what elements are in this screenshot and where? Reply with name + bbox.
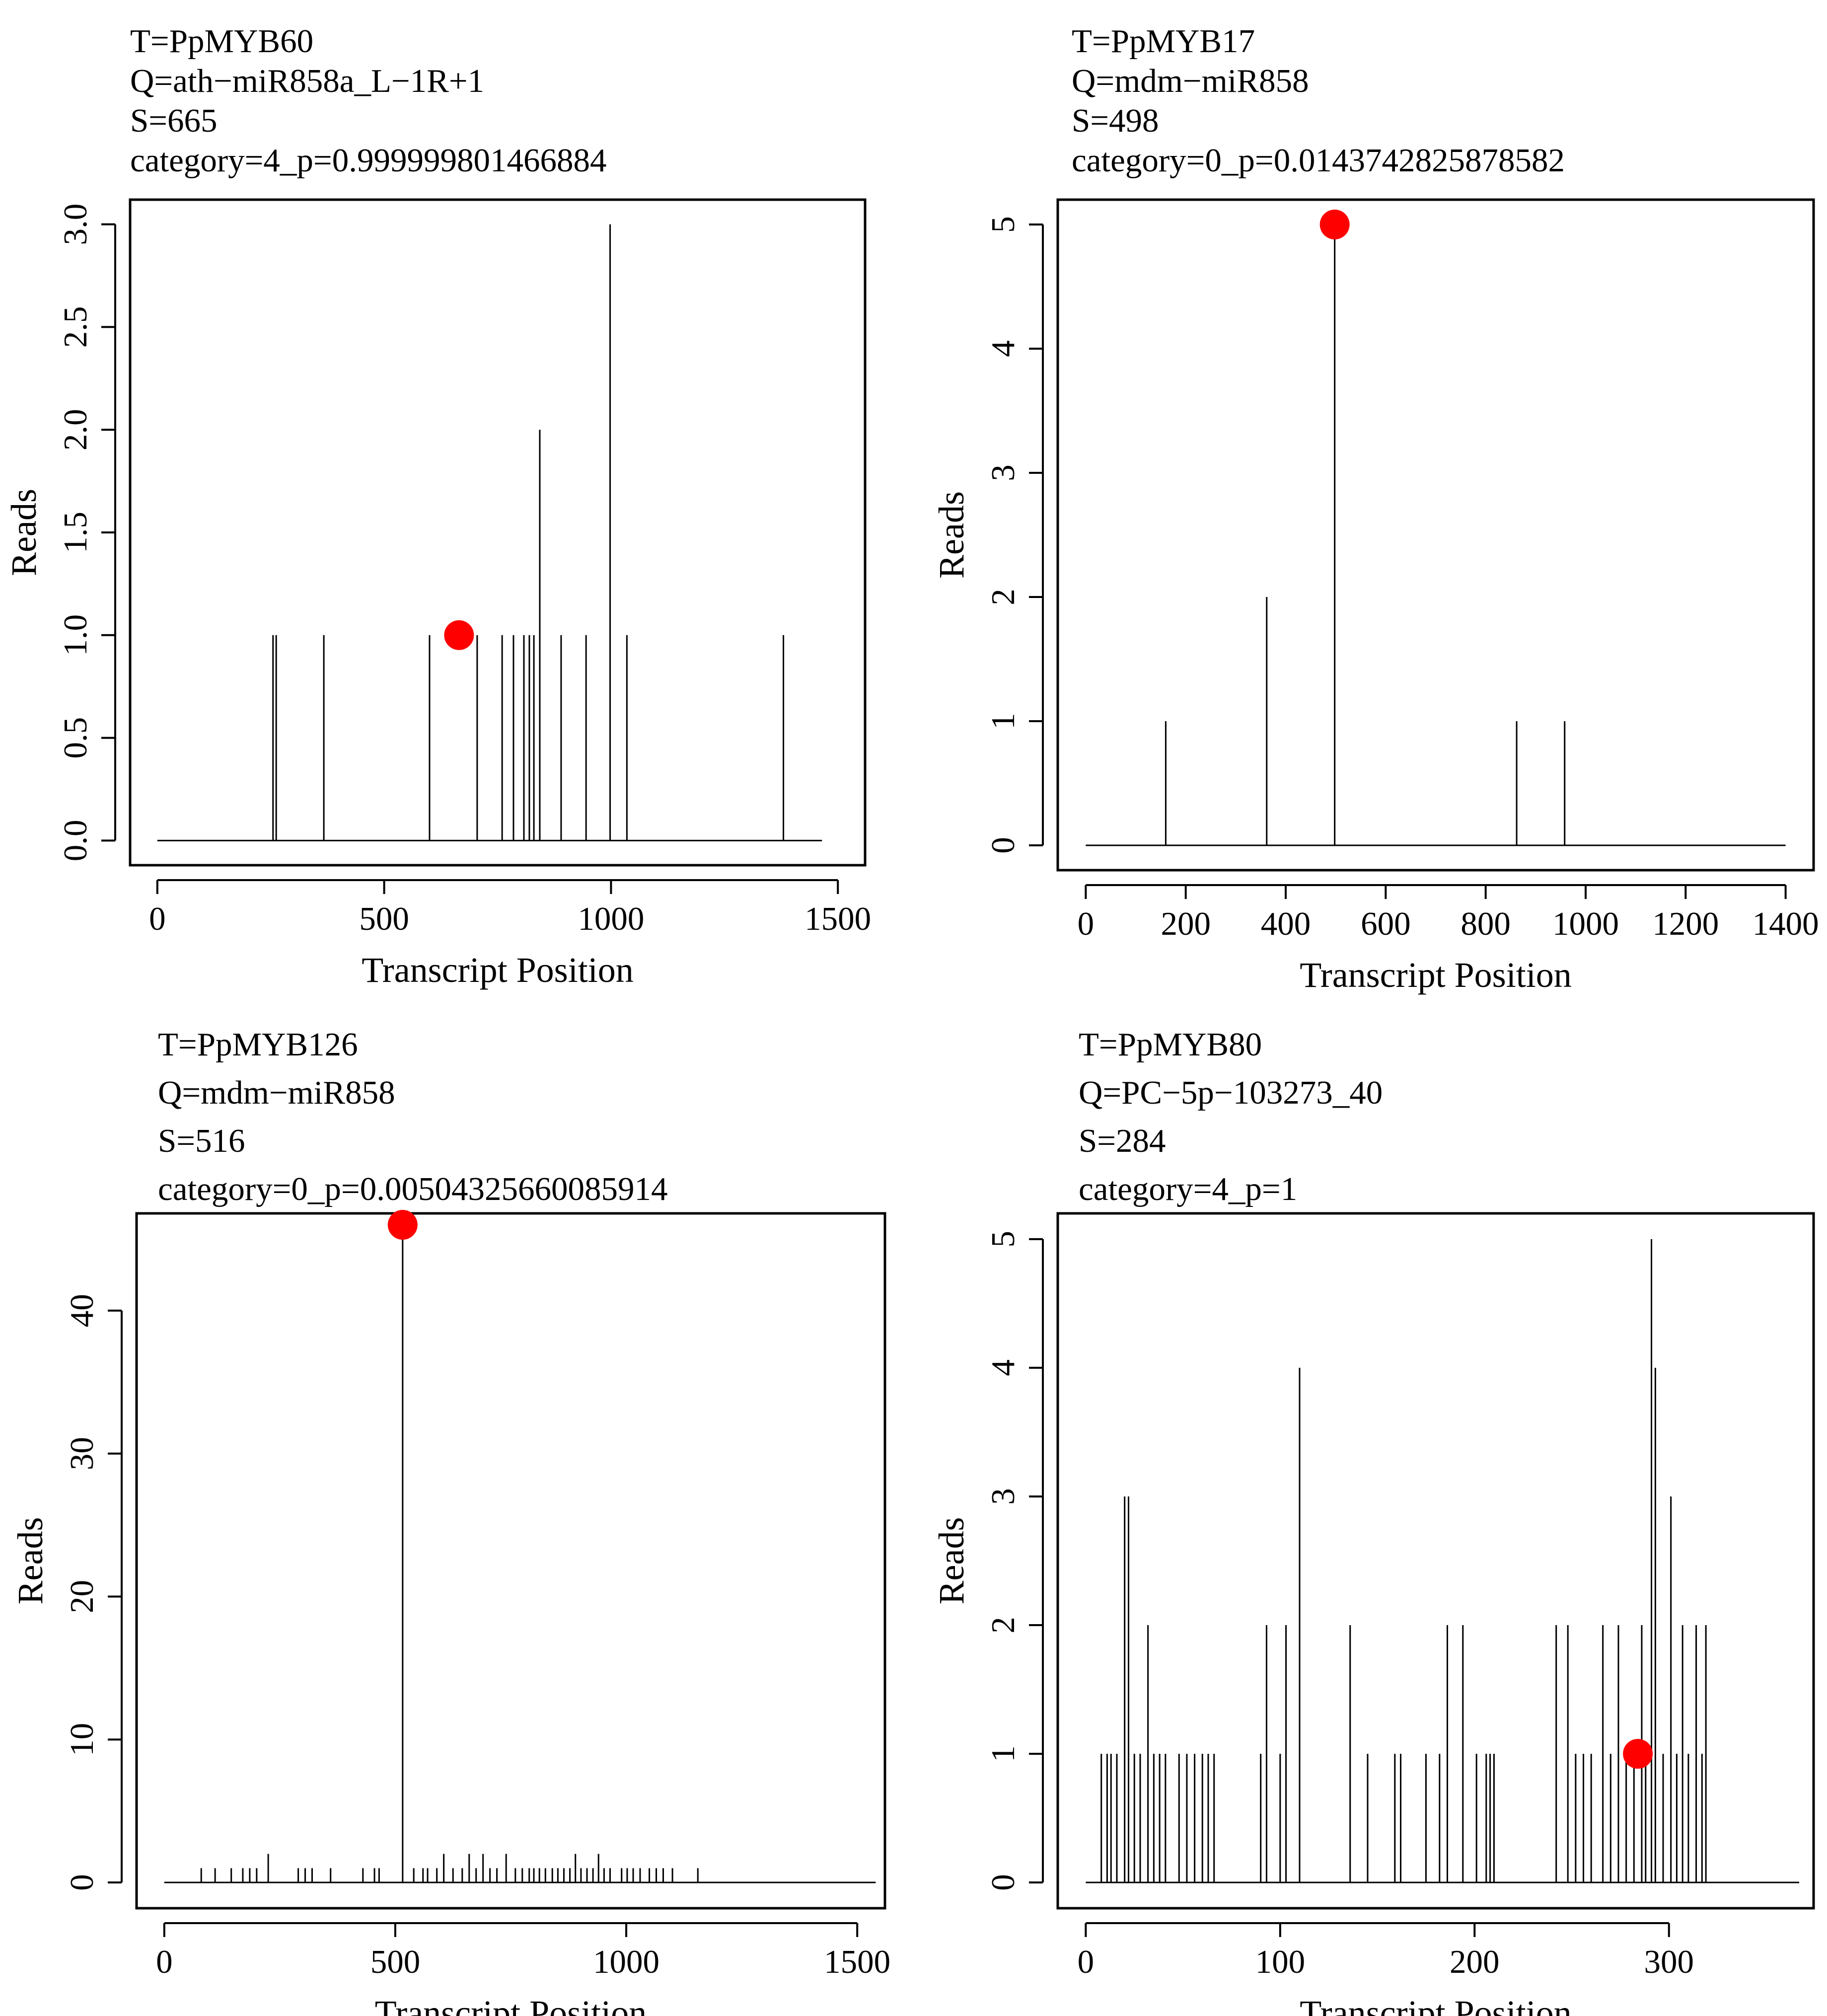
x-tick-label: 1500 <box>804 900 871 937</box>
y-tick-label: 3.0 <box>57 204 94 245</box>
x-axis-title: Transcript Position <box>375 1993 647 2016</box>
chart-title-line: S=498 <box>1072 102 1159 139</box>
y-axis-title: Reads <box>932 1517 971 1605</box>
cleavage-site-marker <box>1623 1739 1653 1769</box>
y-tick-label: 4 <box>985 340 1022 357</box>
chart-title-line: T=PpMYB17 <box>1072 23 1255 60</box>
chart-title-line: category=4_p=0.999999801466884 <box>130 142 606 179</box>
chart-title-line: Q=PC−5p−103273_40 <box>1079 1074 1383 1111</box>
y-tick-label: 0.0 <box>57 820 94 861</box>
cleavage-site-marker <box>1319 210 1350 239</box>
y-tick-label: 2 <box>985 1617 1022 1634</box>
y-tick-label: 5 <box>985 1231 1022 1248</box>
chart-title-line: T=PpMYB60 <box>130 23 313 60</box>
chart-title-line: S=516 <box>158 1122 245 1159</box>
x-tick-label: 0 <box>156 1943 173 1980</box>
y-axis-title: Reads <box>10 1517 50 1605</box>
y-tick-label: 0 <box>985 837 1022 854</box>
x-tick-label: 1400 <box>1753 905 1819 942</box>
y-tick-label: 1 <box>985 1745 1022 1762</box>
y-tick-label: 1.0 <box>57 614 94 656</box>
y-tick-label: 1.5 <box>57 512 94 553</box>
x-tick-label: 100 <box>1255 1943 1306 1980</box>
y-tick-label: 40 <box>64 1294 100 1327</box>
x-tick-label: 800 <box>1461 905 1511 942</box>
chart-title-line: category=0_p=0.00504325660085914 <box>158 1171 667 1207</box>
y-tick-label: 3 <box>985 1488 1022 1505</box>
x-axis-title: Transcript Position <box>1300 1993 1571 2016</box>
x-axis-title: Transcript Position <box>1300 955 1571 995</box>
y-tick-label: 20 <box>64 1580 100 1613</box>
chart-title-line: category=0_p=0.0143742825878582 <box>1072 142 1565 179</box>
x-axis-title: Transcript Position <box>362 950 633 990</box>
y-tick-label: 3 <box>985 464 1022 481</box>
y-tick-label: 0.5 <box>57 717 94 759</box>
x-tick-label: 1000 <box>1552 905 1619 942</box>
y-axis-title: Reads <box>932 491 971 579</box>
plot-frame <box>1056 198 1815 872</box>
chart-title-line: category=4_p=1 <box>1079 1171 1297 1207</box>
plot-frame <box>1056 1212 1815 1910</box>
chart-panel-4: T=PpMYB80 Q=PC−5p−103273_40 S=284 category=… <box>932 1026 1815 2016</box>
x-tick-label: 1000 <box>578 900 644 937</box>
chart-title-line: S=665 <box>130 102 218 139</box>
plot-frame <box>135 1212 886 1910</box>
y-tick-label: 30 <box>64 1437 100 1470</box>
cleavage-site-marker <box>387 1210 418 1240</box>
x-tick-label: 0 <box>149 900 166 937</box>
y-tick-label: 4 <box>985 1359 1022 1376</box>
x-tick-label: 1500 <box>824 1943 890 1980</box>
y-axis-title: Reads <box>4 489 44 576</box>
chart-title-line: Q=ath−miR858a_L−1R+1 <box>130 63 484 99</box>
x-tick-label: 1000 <box>593 1943 659 1980</box>
x-tick-label: 300 <box>1644 1943 1694 1980</box>
y-tick-label: 10 <box>64 1723 100 1756</box>
chart-panel-1: T=PpMYB60Q=ath−miR858a_L−1R+1S=665catego… <box>4 23 871 990</box>
y-tick-label: 0 <box>64 1874 100 1891</box>
x-tick-label: 0 <box>1078 1943 1095 1980</box>
chart-panel-3: T=PpMYB126 Q=mdm−miR858 S=516 category=0_p=… <box>10 1026 890 2016</box>
chart-title-line: T=PpMYB80 <box>1079 1026 1262 1063</box>
x-tick-label: 0 <box>1078 905 1095 942</box>
y-tick-label: 2.0 <box>57 409 94 450</box>
x-tick-label: 1200 <box>1652 905 1719 942</box>
x-tick-label: 400 <box>1261 905 1311 942</box>
y-tick-label: 1 <box>985 713 1022 730</box>
chart-title-line: Q=mdm−miR858 <box>158 1074 395 1111</box>
y-tick-label: 2.5 <box>57 306 94 348</box>
plot-frame <box>129 198 867 867</box>
x-tick-label: 500 <box>370 1943 421 1980</box>
chart-title-line: Q=mdm−miR858 <box>1072 63 1309 99</box>
y-tick-label: 0 <box>985 1874 1022 1891</box>
chart-panel-2: T=PpMYB17Q=mdm−miR858S=498category=0_p=0… <box>932 23 1819 995</box>
x-tick-label: 600 <box>1361 905 1411 942</box>
x-tick-label: 200 <box>1161 905 1211 942</box>
x-tick-label: 200 <box>1450 1943 1500 1980</box>
cleavage-site-marker <box>444 620 474 650</box>
y-tick-label: 5 <box>985 216 1022 233</box>
chart-title-line: S=284 <box>1079 1122 1166 1159</box>
y-tick-label: 2 <box>985 589 1022 605</box>
chart-title-line: T=PpMYB126 <box>158 1026 358 1063</box>
x-tick-label: 500 <box>359 900 409 937</box>
